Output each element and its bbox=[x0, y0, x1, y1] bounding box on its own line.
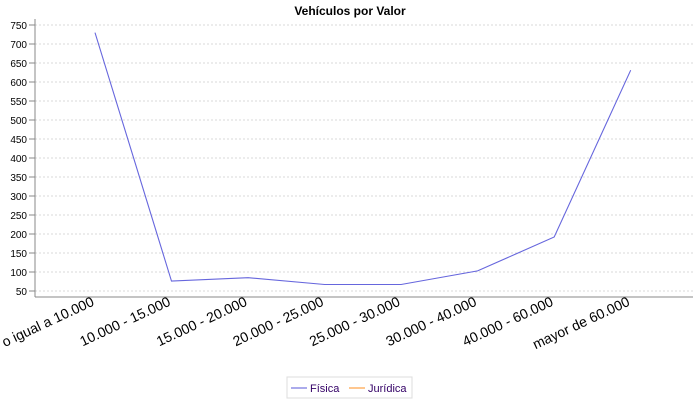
svg-text:150: 150 bbox=[10, 249, 27, 260]
svg-text:200: 200 bbox=[10, 230, 27, 241]
svg-text:Jurídica: Jurídica bbox=[368, 383, 407, 395]
svg-text:100: 100 bbox=[10, 268, 27, 279]
svg-text:350: 350 bbox=[10, 173, 27, 184]
svg-text:750: 750 bbox=[10, 21, 27, 32]
svg-text:400: 400 bbox=[10, 154, 27, 165]
svg-text:450: 450 bbox=[10, 135, 27, 146]
svg-text:650: 650 bbox=[10, 59, 27, 70]
svg-text:Física: Física bbox=[310, 383, 340, 395]
svg-text:700: 700 bbox=[10, 40, 27, 51]
svg-text:50: 50 bbox=[16, 287, 28, 298]
svg-text:550: 550 bbox=[10, 97, 27, 108]
svg-text:menor o igual a 10.000: menor o igual a 10.000 bbox=[0, 293, 96, 368]
svg-text:250: 250 bbox=[10, 211, 27, 222]
svg-text:500: 500 bbox=[10, 116, 27, 127]
svg-text:300: 300 bbox=[10, 192, 27, 203]
svg-text:600: 600 bbox=[10, 78, 27, 89]
